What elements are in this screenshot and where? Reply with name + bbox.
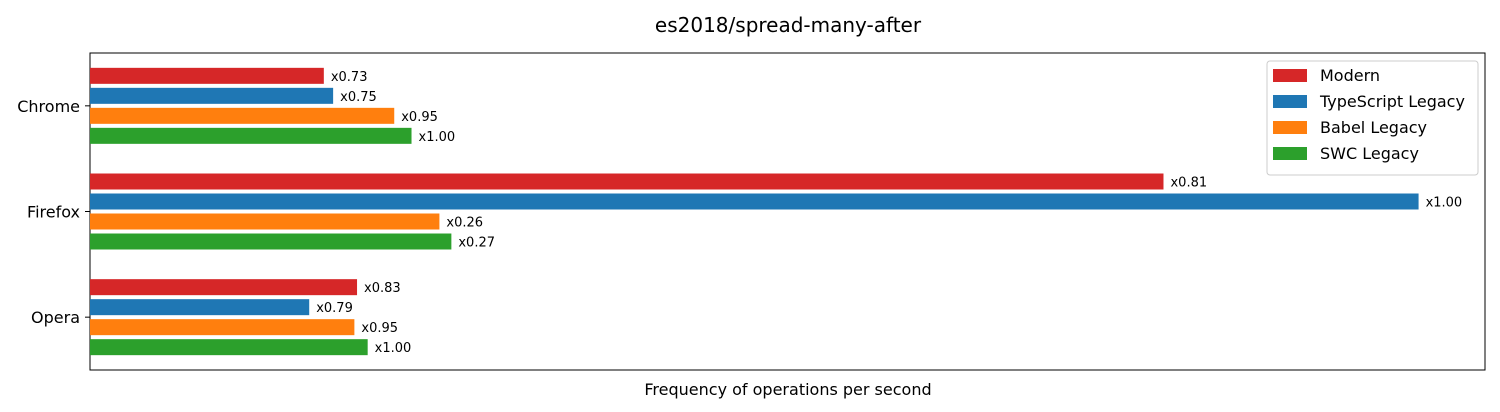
bar-data-label: x0.95	[401, 110, 438, 125]
bar	[90, 87, 334, 104]
legend-swatch	[1273, 95, 1307, 108]
bar-data-label: x0.79	[316, 301, 353, 316]
x-axis-label: Frequency of operations per second	[644, 380, 931, 399]
y-tick-label: Chrome	[17, 97, 80, 116]
legend-swatch	[1273, 147, 1307, 160]
legend-swatch	[1273, 69, 1307, 82]
legend: Modern TypeScript Legacy Babel Legacy SWC L…	[1266, 60, 1479, 176]
bar-data-label: x0.83	[364, 281, 401, 296]
legend-box	[1266, 60, 1479, 176]
bar	[90, 299, 310, 316]
bar-data-label: x0.27	[458, 236, 495, 251]
legend-label: SWC Legacy	[1320, 144, 1419, 163]
bar	[90, 127, 412, 144]
chart-title: es2018/spread-many-after	[655, 13, 922, 37]
y-tick-label: Firefox	[27, 203, 80, 222]
bar	[90, 173, 1164, 190]
bar-data-label: x1.00	[419, 130, 456, 145]
bar	[90, 233, 452, 250]
bar-data-label: x1.00	[1426, 196, 1463, 211]
bar	[90, 339, 368, 356]
bar-data-label: x0.73	[331, 70, 368, 85]
bar-data-label: x0.75	[340, 90, 377, 105]
bar	[90, 193, 1419, 210]
bar	[90, 107, 395, 124]
bar	[90, 67, 324, 84]
bar-data-label: x0.95	[361, 321, 398, 336]
bar-data-label: x1.00	[375, 341, 412, 356]
legend-label: Modern	[1320, 66, 1380, 85]
plot-area: Chrome x0.73 x0.75 x0.95 x1.00 Firefox x0.81 x1…	[17, 52, 1486, 371]
bar	[90, 279, 358, 296]
bar	[90, 213, 440, 230]
legend-label: Babel Legacy	[1320, 118, 1427, 137]
y-tick-label: Opera	[31, 308, 80, 327]
bar-data-label: x0.26	[446, 216, 483, 231]
legend-swatch	[1273, 121, 1307, 134]
bar	[90, 319, 355, 336]
legend-label: TypeScript Legacy	[1319, 92, 1465, 111]
bar-data-label: x0.81	[1170, 176, 1207, 191]
